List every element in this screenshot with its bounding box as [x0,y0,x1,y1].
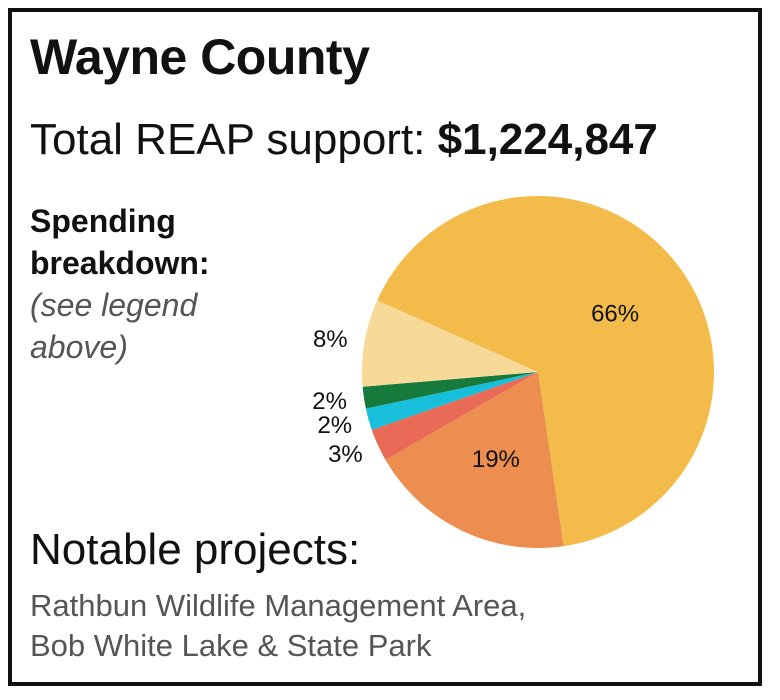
county-title: Wayne County [30,29,370,85]
pie-slice [385,372,564,548]
pie-slice-label: 8% [313,326,348,353]
breakdown-heading-line1: Spending [30,203,176,239]
breakdown-heading-line2: breakdown: [30,245,210,281]
pie-slice [365,372,538,430]
breakdown-note-line2: above) [30,329,128,365]
total-support: Total REAP support: $1,224,847 [30,118,658,162]
total-amount: $1,224,847 [437,115,658,164]
pie-slice [362,372,538,409]
spending-pie-chart: 66%19%3%2%2%8% [312,196,714,548]
breakdown-note-line1: (see legend [30,287,198,323]
pie-slice [377,196,714,547]
projects-list: Rathbun Wildlife Management Area, Bob Wh… [30,586,526,666]
project-item: Bob White Lake & State Park [30,628,432,663]
pie-slice [362,300,538,387]
pie-slice [371,372,538,460]
total-label: Total REAP support: [30,115,426,164]
pie-slice-label: 66% [591,300,639,327]
spending-breakdown: Spending breakdown: (see legend above) [30,200,260,368]
pie-slice-label: 3% [328,441,363,468]
pie-slice-label: 2% [317,412,352,439]
project-item: Rathbun Wildlife Management Area, [30,588,527,623]
pie-slice-label: 19% [472,446,520,473]
pie-slice-label: 2% [312,388,347,415]
projects-heading: Notable projects: [30,525,361,574]
